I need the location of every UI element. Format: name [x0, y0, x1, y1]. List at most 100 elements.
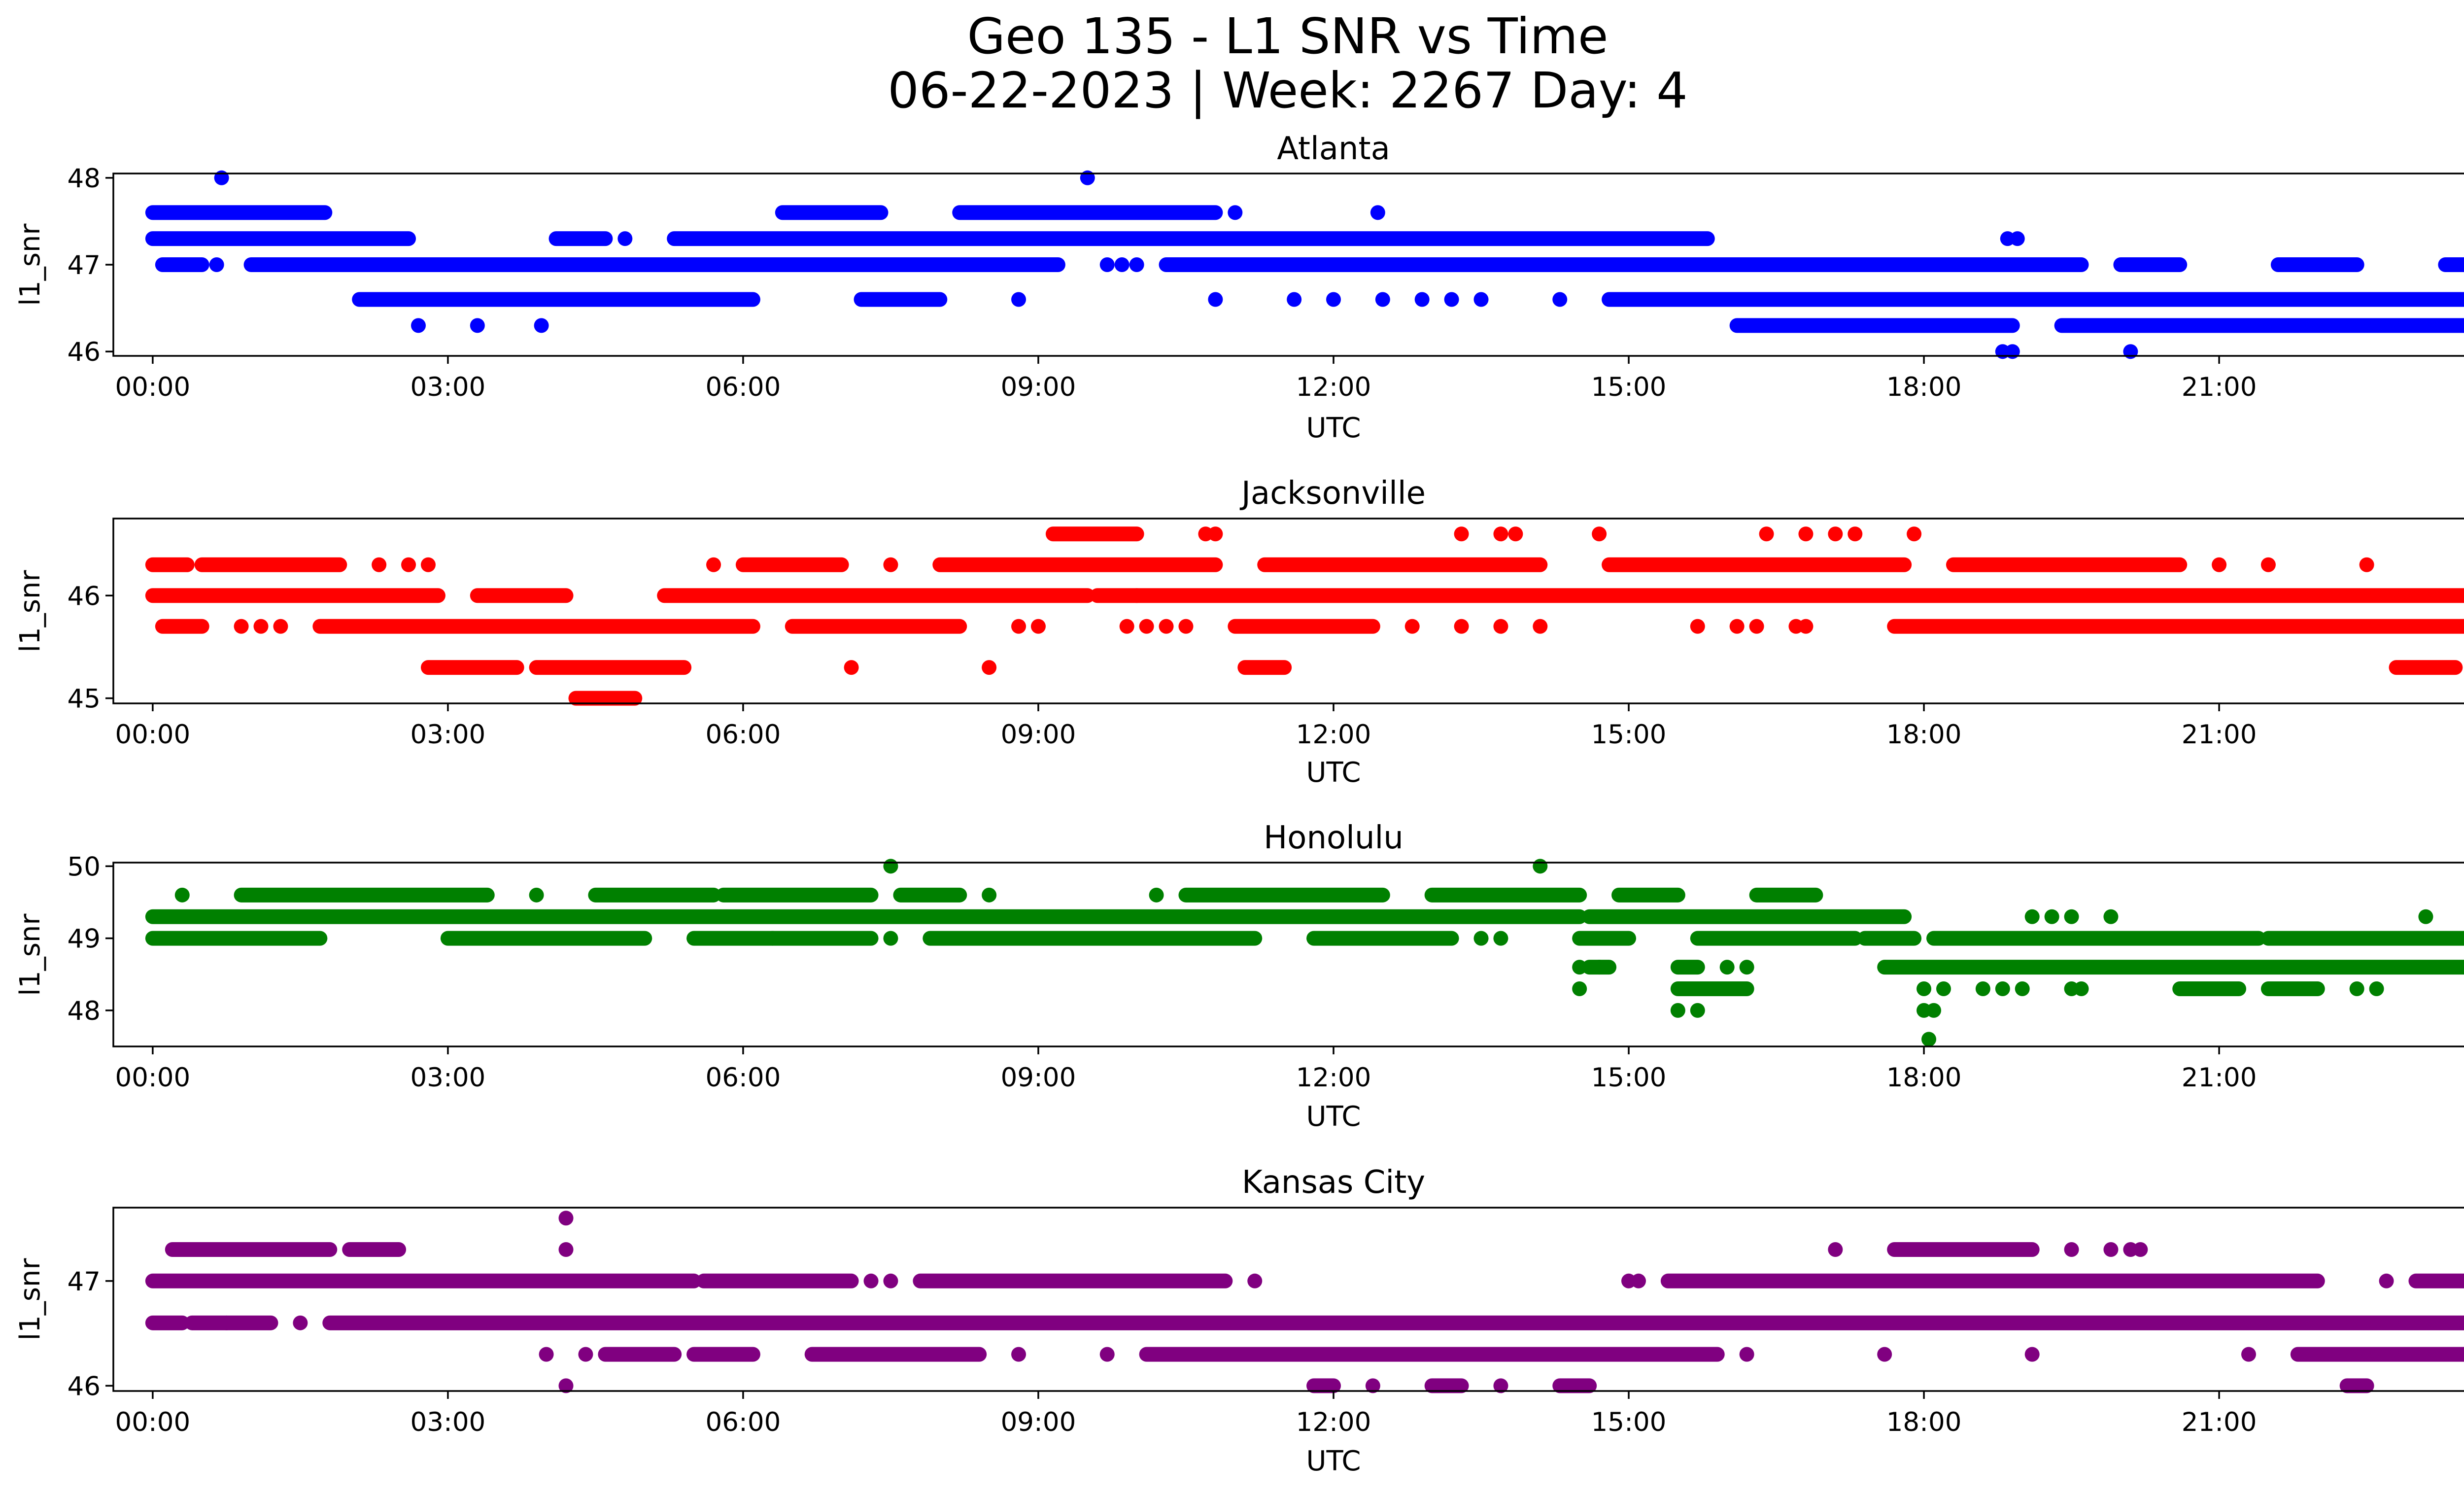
- data-point: [1139, 619, 1154, 634]
- data-point: [1149, 887, 1164, 903]
- data-point: [2103, 909, 2119, 924]
- panel-title: Jacksonville: [1239, 475, 1426, 512]
- data-points: [145, 1211, 2464, 1393]
- data-point: [1114, 257, 1129, 272]
- data-point: [253, 619, 269, 634]
- data-point: [1508, 526, 1523, 542]
- data-point: [1208, 526, 1223, 542]
- x-axis-ticks: 00:00 03:00 06:00 09:00 12:00 15:00 18:00 21:00…: [115, 1391, 2257, 1437]
- data-points: [145, 170, 2464, 359]
- data-point: [2260, 557, 2276, 572]
- data-point: [234, 619, 249, 634]
- data-point: [1370, 205, 1385, 220]
- panel-title: Kansas City: [1242, 1164, 1425, 1201]
- data-point: [1030, 619, 1046, 634]
- x-tick-label: 03:00: [411, 372, 486, 402]
- data-point: [1287, 292, 1302, 307]
- kansas-city-panel: Kansas City 46 47 00:00 03:00 06:00 09:00 12:…: [14, 1164, 2464, 1477]
- data-point: [1011, 619, 1027, 634]
- data-point: [529, 887, 544, 903]
- y-axis-label: l1_snr: [14, 1258, 46, 1341]
- x-tick-label: 03:00: [411, 1407, 486, 1437]
- data-point: [372, 557, 387, 572]
- panel-title: Honolulu: [1264, 820, 1403, 856]
- data-point: [844, 660, 859, 675]
- data-point: [1828, 1242, 1843, 1257]
- atlanta-panel: Atlanta 46 47 48 00:00 03:00 06:00 09:00 12:00…: [14, 131, 2464, 444]
- data-point: [1414, 292, 1430, 307]
- data-point: [1228, 205, 1243, 220]
- x-tick-label: 09:00: [1001, 1063, 1076, 1093]
- x-tick-label: 03:00: [411, 1063, 486, 1093]
- data-point: [2418, 909, 2433, 924]
- data-point: [1493, 931, 1508, 946]
- y-tick-label: 50: [68, 852, 101, 882]
- y-tick-label: 45: [68, 684, 101, 714]
- data-point: [578, 1347, 593, 1362]
- y-axis-label: l1_snr: [14, 913, 46, 996]
- y-tick-label: 47: [68, 250, 101, 280]
- x-axis-label: UTC: [1306, 757, 1361, 789]
- plot-area-frame: [112, 1207, 2464, 1392]
- data-point: [982, 887, 997, 903]
- data-point: [1552, 292, 1568, 307]
- data-point: [558, 1378, 574, 1393]
- data-point: [1926, 1003, 1942, 1018]
- figure-title-line-1: Geo 135 - L1 SNR vs Time: [967, 7, 1608, 65]
- data-point: [1670, 1003, 1685, 1018]
- data-point: [1907, 526, 1922, 542]
- data-points: [145, 859, 2464, 1047]
- y-tick-label: 46: [68, 337, 101, 367]
- data-point: [1828, 526, 1843, 542]
- data-point: [2359, 557, 2374, 572]
- data-point: [1365, 1378, 1380, 1393]
- data-point: [2369, 981, 2384, 996]
- data-point: [2241, 1347, 2256, 1362]
- x-axis-label: UTC: [1306, 412, 1361, 444]
- data-point: [2349, 981, 2364, 996]
- data-point: [174, 887, 190, 903]
- x-tick-label: 12:00: [1296, 372, 1371, 402]
- x-axis-label: UTC: [1306, 1101, 1361, 1133]
- x-tick-label: 18:00: [1886, 372, 1962, 402]
- data-point: [1592, 526, 1607, 542]
- x-axis-ticks: 00:00 03:00 06:00 09:00 12:00 15:00 18:00 21:00…: [115, 1046, 2257, 1093]
- data-point: [1690, 1003, 1705, 1018]
- data-point: [1572, 960, 1587, 975]
- data-point: [1375, 292, 1390, 307]
- y-tick-label: 49: [68, 924, 101, 954]
- x-tick-label: 00:00: [115, 372, 190, 402]
- panel-title: Atlanta: [1277, 131, 1390, 167]
- data-point: [1533, 619, 1548, 634]
- data-point: [2064, 1242, 2079, 1257]
- x-tick-label: 06:00: [706, 1063, 781, 1093]
- data-point: [1011, 1347, 1027, 1362]
- y-axis-ticks: 46 47: [68, 1267, 113, 1401]
- data-point: [1159, 619, 1174, 634]
- x-tick-label: 21:00: [2182, 1063, 2257, 1093]
- data-point: [1099, 1347, 1115, 1362]
- data-point: [1129, 257, 1144, 272]
- y-axis-label: l1_snr: [14, 223, 46, 306]
- jacksonville-panel: Jacksonville 45 46 00:00 03:00 06:00 09:00 12…: [14, 475, 2464, 789]
- x-tick-label: 21:00: [2182, 720, 2257, 750]
- data-points: [145, 526, 2464, 706]
- x-axis-label: UTC: [1306, 1445, 1361, 1477]
- data-point: [2074, 981, 2089, 996]
- data-point: [1454, 619, 1469, 634]
- data-point: [883, 859, 898, 874]
- y-axis-ticks: 46 47 48: [68, 164, 113, 367]
- data-point: [1493, 619, 1508, 634]
- data-point: [1247, 1273, 1263, 1288]
- data-point: [1099, 257, 1115, 272]
- x-tick-label: 09:00: [1001, 1407, 1076, 1437]
- x-tick-label: 15:00: [1591, 1407, 1667, 1437]
- data-point: [2015, 981, 2030, 996]
- data-point: [1493, 1378, 1508, 1393]
- data-point: [1533, 859, 1548, 874]
- x-tick-label: 00:00: [115, 720, 190, 750]
- data-point: [293, 1315, 308, 1330]
- x-tick-label: 09:00: [1001, 720, 1076, 750]
- data-point: [1178, 619, 1194, 634]
